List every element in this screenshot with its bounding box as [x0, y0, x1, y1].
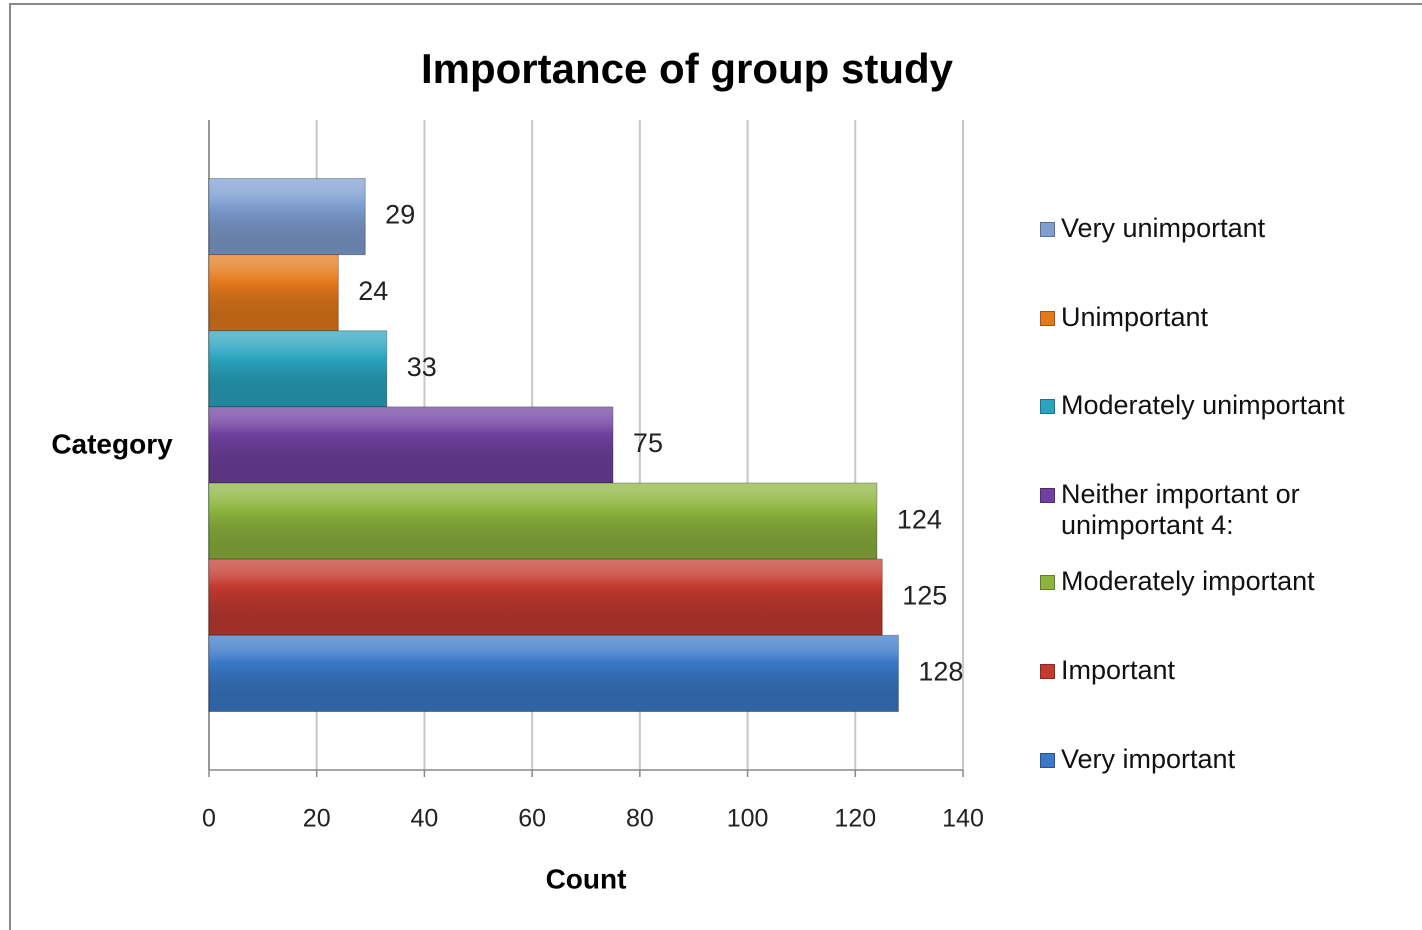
legend-label: Unimportant	[1061, 302, 1209, 332]
x-tick-label: 40	[411, 805, 439, 833]
legend-swatch	[1040, 311, 1055, 326]
bar-shade	[209, 406, 613, 484]
data-label: 33	[407, 352, 437, 382]
legend-swatch	[1040, 753, 1055, 768]
legend-item: Moderately important	[1040, 566, 1390, 597]
x-tick-label: 20	[303, 805, 331, 833]
bar-shade	[209, 178, 366, 255]
legend-item: Unimportant	[1040, 302, 1390, 333]
x-axis-label: Count	[546, 863, 627, 894]
bar-shade	[209, 254, 339, 331]
bar-shade	[209, 635, 899, 712]
bar-shade	[209, 559, 883, 636]
data-label: 29	[385, 200, 415, 230]
data-label: 125	[902, 580, 947, 610]
chart-border	[9, 3, 1422, 930]
data-label: 128	[918, 657, 963, 687]
legend-swatch	[1040, 664, 1055, 679]
bar-shade	[209, 483, 877, 560]
legend-item: Neither important or unimportant 4:	[1040, 479, 1390, 541]
x-tick-label: 100	[727, 805, 769, 833]
legend-item: Moderately unimportant	[1040, 390, 1390, 421]
legend-item: Important	[1040, 655, 1390, 686]
data-label: 124	[897, 504, 942, 534]
legend-swatch	[1040, 222, 1055, 237]
legend-label: Moderately unimportant	[1061, 390, 1345, 420]
legend-swatch	[1040, 575, 1055, 590]
legend-swatch	[1040, 399, 1055, 414]
x-tick-label: 80	[626, 805, 654, 833]
bar-shade	[209, 330, 387, 407]
data-label: 24	[358, 276, 388, 306]
data-label: 75	[633, 428, 663, 458]
legend-label: Very important	[1061, 744, 1236, 774]
legend-item: Very unimportant	[1040, 213, 1390, 244]
legend-swatch	[1040, 488, 1055, 503]
legend-item: Very important	[1040, 744, 1390, 775]
x-tick-label: 140	[942, 805, 984, 833]
x-tick-label: 120	[834, 805, 876, 833]
x-tick-label: 60	[518, 805, 546, 833]
legend-label: Neither important or unimportant 4:	[1061, 479, 1300, 540]
legend-label: Moderately important	[1061, 566, 1315, 596]
y-axis-label: Category	[51, 428, 173, 459]
x-tick-label: 0	[202, 805, 216, 833]
legend-label: Important	[1061, 655, 1176, 685]
legend-label: Very unimportant	[1061, 213, 1266, 243]
chart-title: Importance of group study	[421, 45, 954, 92]
